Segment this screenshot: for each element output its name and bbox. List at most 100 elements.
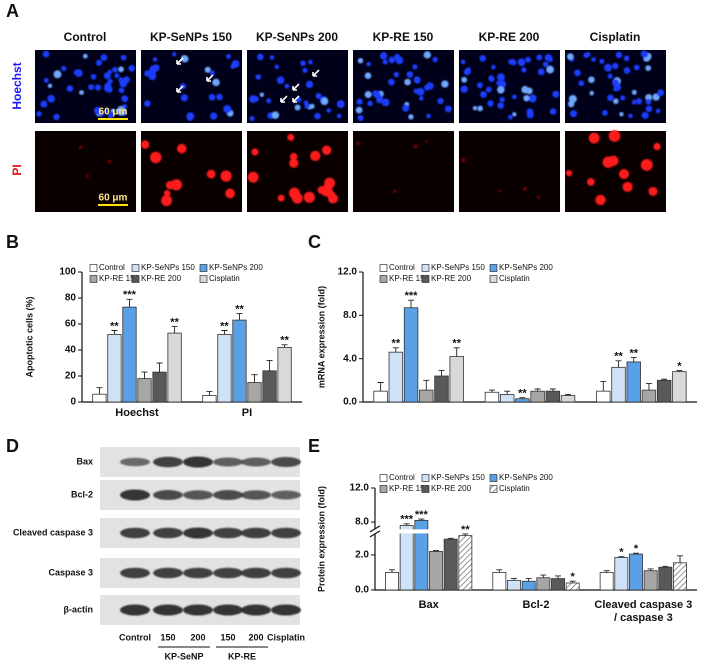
cell — [645, 65, 652, 71]
legend-swatch — [489, 275, 498, 283]
cell — [631, 99, 637, 105]
cell — [252, 95, 259, 102]
cell — [570, 110, 578, 118]
cell — [521, 85, 529, 94]
cell — [487, 100, 494, 107]
cell — [120, 54, 127, 61]
cell — [140, 140, 150, 149]
legend-swatch — [421, 264, 430, 272]
cell — [381, 98, 390, 107]
bar — [399, 525, 414, 591]
error-bar — [534, 388, 541, 392]
legend-label: KP-RE 150 — [389, 274, 430, 283]
column-label: Cisplatin — [590, 30, 641, 44]
cell — [465, 67, 471, 73]
cell — [104, 82, 112, 90]
cell — [357, 114, 364, 121]
cell — [40, 100, 48, 108]
cell — [321, 145, 332, 155]
cell — [612, 62, 619, 70]
significance: ** — [518, 388, 527, 400]
error-bar — [496, 569, 503, 573]
cell — [591, 57, 596, 62]
legend-label: KP-RE 200 — [431, 274, 472, 283]
bar — [167, 332, 182, 403]
cell — [461, 158, 466, 163]
bar — [629, 553, 643, 591]
cell — [496, 73, 505, 82]
blot-band — [213, 604, 243, 616]
error-bar — [96, 387, 103, 395]
legend-label: KP-RE 200 — [431, 484, 472, 493]
cell — [176, 143, 187, 154]
cell — [653, 142, 661, 151]
cell — [623, 55, 630, 62]
error-bar — [615, 360, 622, 368]
cell — [536, 54, 543, 61]
bar — [92, 393, 107, 403]
cell — [460, 59, 466, 65]
cell — [88, 84, 95, 91]
cell — [114, 73, 120, 79]
row-label: Hoechst — [10, 62, 24, 109]
cell — [210, 112, 218, 120]
cell — [633, 64, 640, 71]
significance: *** — [415, 509, 429, 521]
cell — [587, 178, 595, 186]
x-tick-label: Hoechst — [115, 407, 159, 419]
legend-swatch — [379, 474, 388, 482]
arrow — [176, 85, 184, 93]
cell — [86, 174, 90, 178]
cell — [104, 108, 110, 114]
legend-label: KP-SeNPs 150 — [431, 263, 485, 272]
cell — [277, 194, 285, 202]
cell — [223, 104, 232, 113]
cell — [216, 93, 223, 101]
lane-label: 150 — [220, 632, 235, 642]
cell — [53, 113, 60, 121]
lane-label: 200 — [190, 632, 205, 642]
cell — [209, 70, 215, 76]
arrow — [292, 83, 300, 91]
protein-label: Caspase 3 — [48, 567, 93, 577]
bar — [614, 557, 629, 591]
bar — [107, 333, 122, 403]
cell — [271, 111, 280, 119]
cell — [607, 73, 613, 79]
cell — [608, 130, 621, 142]
blot-band — [271, 567, 301, 579]
bar — [641, 389, 657, 403]
blot-band — [213, 567, 243, 579]
cell — [549, 108, 557, 115]
bar — [611, 366, 626, 403]
blot-band — [183, 490, 213, 500]
arrow — [312, 69, 320, 77]
legend-swatch — [131, 264, 140, 272]
cell — [94, 84, 102, 91]
cell — [78, 145, 83, 149]
cell — [507, 114, 513, 120]
cell — [388, 78, 395, 86]
cell — [631, 89, 637, 95]
protein-label: Bax — [76, 456, 93, 466]
significance: ** — [170, 317, 179, 329]
protein-label: Cleaved caspase 3 — [13, 527, 93, 537]
significance: ** — [452, 338, 461, 350]
legend-label: KP-SeNPs 200 — [209, 263, 263, 272]
error-bar — [171, 326, 178, 334]
cell — [300, 60, 306, 66]
cell — [426, 113, 431, 119]
cell — [257, 53, 264, 61]
cell — [508, 59, 514, 65]
bar — [429, 551, 443, 591]
cell — [112, 66, 118, 73]
significance: ** — [629, 347, 638, 359]
error-bar — [676, 370, 683, 372]
cell — [393, 71, 399, 78]
legend-label: KP-SeNPs 200 — [499, 473, 553, 482]
cell — [225, 188, 236, 199]
bar — [484, 391, 500, 403]
cell — [622, 181, 633, 192]
legend-swatch — [489, 474, 498, 482]
